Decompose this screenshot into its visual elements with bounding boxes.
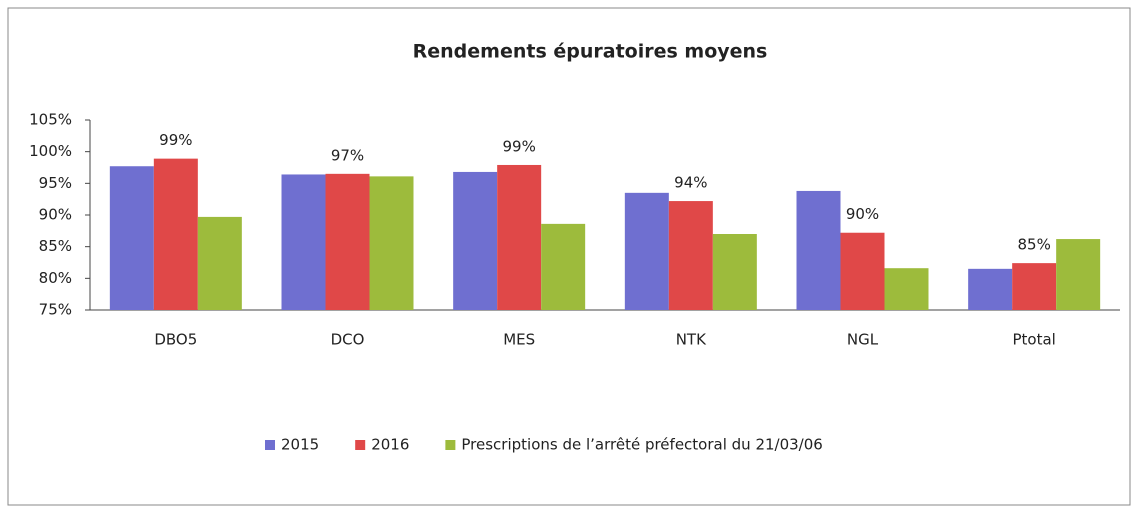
bar [712, 234, 757, 310]
bar [1012, 263, 1057, 310]
chart-title: Rendements épuratoires moyens [413, 41, 768, 63]
annotation: 97% [331, 146, 364, 164]
annotation: 90% [846, 205, 879, 223]
legend-label: 2016 [371, 436, 409, 454]
bar [325, 173, 370, 310]
bar [668, 201, 713, 310]
annotation: 99% [159, 131, 192, 149]
y-tick-label: 75% [39, 301, 72, 319]
bar [796, 190, 841, 310]
bar [497, 164, 542, 310]
x-tick-label: NGL [847, 331, 879, 349]
bar [369, 176, 414, 310]
y-tick-label: 105% [29, 111, 72, 129]
y-tick-label: 100% [29, 142, 72, 160]
annotation: 99% [502, 137, 535, 155]
legend-swatch [355, 440, 366, 450]
bar [840, 232, 885, 310]
bar [968, 268, 1013, 310]
legend-label: 2015 [281, 436, 319, 454]
x-tick-label: DBO5 [154, 331, 197, 349]
bar [197, 216, 242, 310]
chart-frame [7, 7, 1131, 506]
legend-swatch [445, 440, 456, 450]
bar [281, 174, 326, 310]
bar [624, 192, 669, 310]
bar [153, 158, 198, 310]
bar [1056, 239, 1101, 310]
bar [109, 166, 154, 310]
y-tick-label: 90% [39, 206, 72, 224]
bar [884, 268, 929, 310]
legend-swatch [265, 440, 275, 450]
x-tick-label: MES [503, 331, 535, 349]
bar [541, 223, 586, 310]
y-tick-label: 95% [39, 174, 72, 192]
x-tick-label: NTK [676, 331, 707, 349]
bar [453, 171, 498, 310]
x-tick-label: Ptotal [1012, 331, 1055, 349]
annotation: 94% [674, 174, 707, 192]
y-tick-label: 80% [39, 269, 72, 287]
legend-label: Prescriptions de l’arrêté préfectoral du… [461, 436, 822, 454]
y-tick-label: 85% [39, 237, 72, 255]
x-tick-label: DCO [331, 331, 365, 349]
annotation: 85% [1017, 236, 1050, 254]
